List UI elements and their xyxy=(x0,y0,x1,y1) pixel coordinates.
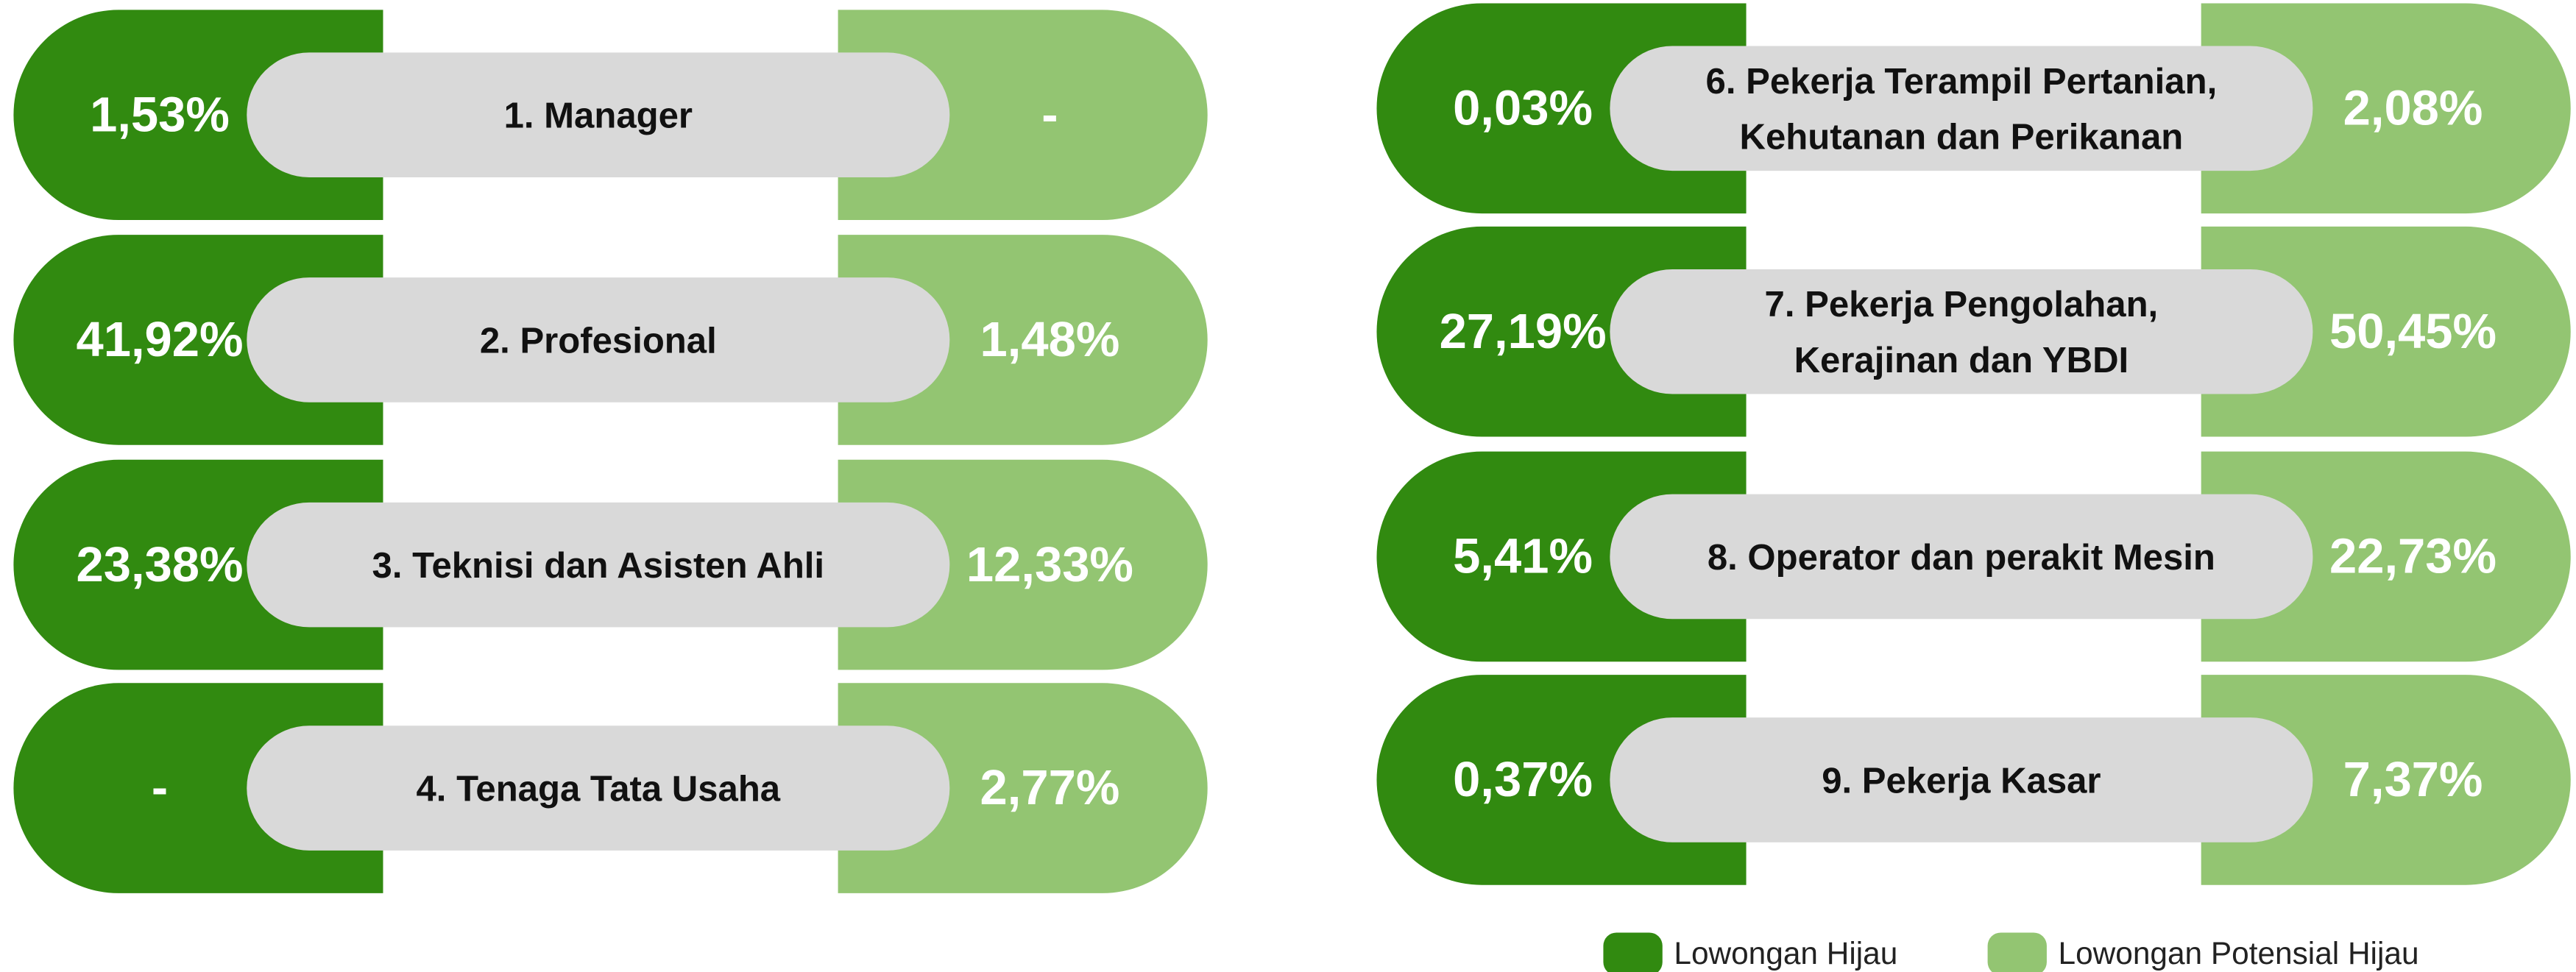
row-label: 9. Pekerja Kasar xyxy=(1822,761,2101,801)
row-label: 2. Profesional xyxy=(480,321,717,361)
potensial-block xyxy=(2201,226,2571,437)
row-label: 4. Tenaga Tata Usaha xyxy=(417,770,781,809)
label-pill xyxy=(1610,46,2313,171)
row-label: 8. Operator dan perakit Mesin xyxy=(1708,538,2215,578)
label-pill xyxy=(1610,494,2313,620)
potensial-value: - xyxy=(1041,87,1058,142)
label-pill xyxy=(1610,269,2313,394)
row-label: 7. Pekerja Pengolahan, xyxy=(1765,285,2159,324)
hijau-value: 0,03% xyxy=(1453,80,1593,135)
row-label: 6. Pekerja Terampil Pertanian, xyxy=(1706,62,2218,102)
hijau-value: 27,19% xyxy=(1440,304,1607,359)
potensial-value: 12,33% xyxy=(966,537,1133,592)
potensial-value: 1,48% xyxy=(980,312,1120,367)
legend-swatch xyxy=(1987,932,2047,972)
row-label: 1. Manager xyxy=(504,96,693,136)
potensial-value: 2,77% xyxy=(980,760,1120,815)
label-pill xyxy=(247,52,950,177)
potensial-block xyxy=(2201,451,2571,662)
label-pill xyxy=(247,726,950,851)
potensial-value: 50,45% xyxy=(2329,304,2497,359)
potensial-block xyxy=(838,683,1208,893)
legend-label: Lowongan Hijau xyxy=(1674,936,1897,971)
legend-swatch xyxy=(1603,932,1663,972)
legend-label: Lowongan Potensial Hijau xyxy=(2059,936,2419,971)
potensial-block xyxy=(838,10,1208,221)
hijau-value: 1,53% xyxy=(90,87,230,142)
hijau-value: 41,92% xyxy=(76,312,243,367)
label-pill xyxy=(247,502,950,628)
potensial-block xyxy=(838,235,1208,445)
potensial-value: 7,37% xyxy=(2343,752,2483,807)
row-label: Kehutanan dan Perikanan xyxy=(1740,118,2184,157)
label-pill xyxy=(247,277,950,402)
potensial-value: 2,08% xyxy=(2343,80,2483,135)
potensial-block xyxy=(2201,675,2571,885)
row-label: 3. Teknisi dan Asisten Ahli xyxy=(372,546,825,586)
potensial-block xyxy=(2201,3,2571,214)
hijau-value: - xyxy=(152,760,168,815)
hijau-value: 5,41% xyxy=(1453,529,1593,584)
hijau-value: 0,37% xyxy=(1453,752,1593,807)
potensial-value: 22,73% xyxy=(2329,529,2497,584)
label-pill xyxy=(1610,717,2313,842)
row-label: Kerajinan dan YBDI xyxy=(1794,341,2129,380)
hijau-value: 23,38% xyxy=(76,537,243,592)
potensial-block xyxy=(838,459,1208,670)
